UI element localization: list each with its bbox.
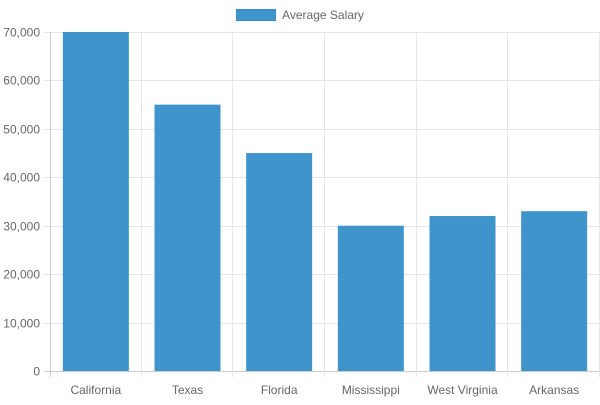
y-tick-label: 50,000 xyxy=(3,123,40,137)
legend[interactable]: Average Salary xyxy=(0,8,600,22)
bar-california[interactable] xyxy=(62,32,129,371)
y-tick-label: 30,000 xyxy=(3,220,40,234)
x-tick-label: West Virginia xyxy=(427,383,498,397)
x-tick-label: Texas xyxy=(172,383,203,397)
bar-west-virginia[interactable] xyxy=(429,216,496,371)
y-tick-label: 10,000 xyxy=(3,317,40,331)
y-tick-label: 60,000 xyxy=(3,74,40,88)
y-tick-label: 40,000 xyxy=(3,171,40,185)
x-tick-label: California xyxy=(70,383,121,397)
bar-florida[interactable] xyxy=(246,153,313,371)
legend-swatch xyxy=(236,9,277,21)
x-tick-label: Arkansas xyxy=(529,383,579,397)
x-tick-label: Mississippi xyxy=(342,383,400,397)
y-tick-label: 70,000 xyxy=(3,26,40,40)
bar-texas[interactable] xyxy=(154,104,221,372)
legend-label: Average Salary xyxy=(282,8,364,22)
x-tick-label: Florida xyxy=(261,383,298,397)
bar-arkansas[interactable] xyxy=(521,211,588,371)
y-tick-label: 0 xyxy=(33,365,40,379)
y-tick-label: 20,000 xyxy=(3,268,40,282)
bar-mississippi[interactable] xyxy=(337,225,404,371)
